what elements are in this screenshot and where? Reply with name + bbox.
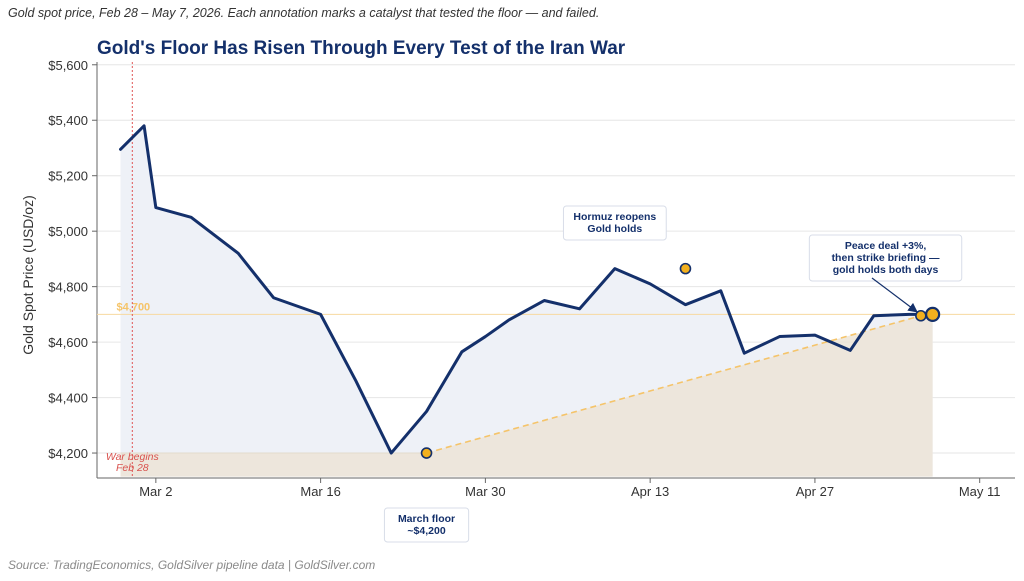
reference-line-label: $4,700 [117, 301, 151, 313]
data-point-marker [925, 306, 941, 322]
annotation-march-floor-text: ~$4,200 [407, 525, 445, 537]
rising-floor-region [120, 315, 933, 477]
y-tick-label: $5,400 [48, 113, 88, 128]
x-tick-label: Mar 2 [139, 484, 172, 499]
data-point-marker [679, 262, 692, 275]
y-tick-label: $5,200 [48, 169, 88, 184]
price-line [119, 124, 935, 455]
x-tick-label: May 11 [959, 484, 1001, 499]
data-point-marker [915, 309, 927, 322]
y-axis-label: Gold Spot Price (USD/oz) [20, 195, 36, 355]
y-tick-label: $4,400 [48, 391, 88, 406]
x-tick-label: Mar 16 [300, 484, 340, 499]
annotation-peace-deal-text: Peace deal +3%, [845, 240, 927, 252]
x-tick-label: Mar 30 [465, 484, 505, 499]
x-tick-label: Apr 27 [796, 484, 834, 499]
y-tick-label: $4,600 [48, 335, 88, 350]
annotation-march-floor-text: March floor [398, 513, 455, 525]
annotation-hormuz-text: Gold holds [587, 223, 642, 235]
data-point-marker [420, 447, 433, 459]
x-tick-label: Apr 13 [631, 484, 669, 499]
annotation-march-floor-box [383, 507, 470, 543]
y-tick-label: $4,800 [48, 280, 88, 295]
chart-title: Gold's Floor Has Risen Through Every Tes… [97, 38, 626, 59]
y-tick-label: $5,600 [48, 58, 88, 73]
war-start-date-label: Feb 28 [116, 462, 149, 474]
y-tick-label: $5,000 [48, 224, 88, 239]
y-tick-label: $4,200 [48, 446, 88, 461]
annotation-hormuz-text: Hormuz reopens [573, 211, 656, 223]
annotation-peace-deal-box [808, 234, 963, 282]
annotation-peace-deal-text: then strike briefing — [832, 252, 940, 264]
floor-trend-line [426, 314, 922, 454]
war-start-label: War begins [106, 451, 160, 463]
annotation-peace-deal-text: gold holds both days [833, 264, 939, 276]
annotation-hormuz-box [562, 205, 667, 241]
chart-subtitle: Gold spot price, Feb 28 – May 7, 2026. E… [8, 6, 600, 20]
source-note: Source: TradingEconomics, GoldSilver pip… [8, 558, 376, 572]
annotation-arrow [871, 277, 918, 313]
